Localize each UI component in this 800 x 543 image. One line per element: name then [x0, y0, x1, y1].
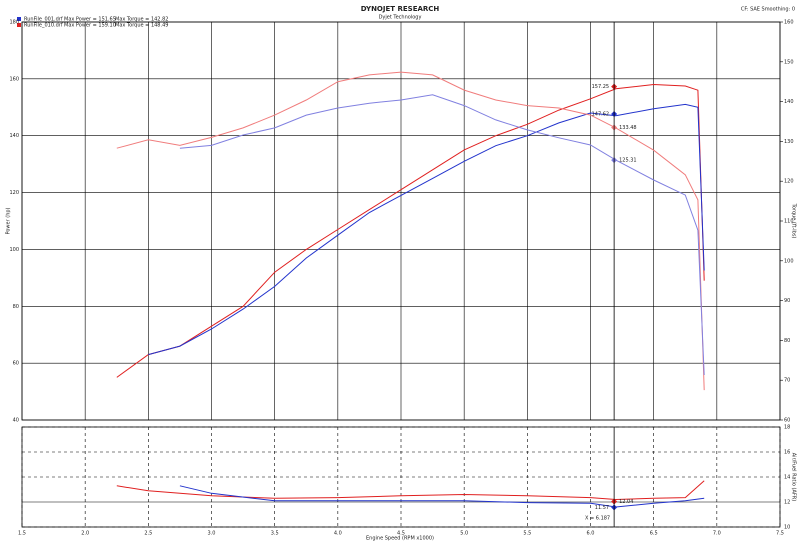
y2-tick-label: 80: [784, 338, 790, 344]
x-tick-label: 7.0: [713, 531, 721, 537]
series-line: [148, 103, 705, 356]
y2-tick-label: 130: [784, 139, 794, 145]
legend-name: RunFile_010.drf: [24, 23, 63, 29]
x-tick-label: 6.0: [587, 531, 595, 537]
chart-subtitle: Dyjet Technology: [379, 15, 422, 21]
legend-max-power: Max Power = 159.10: [64, 23, 116, 29]
x-tick-label: 7.5: [776, 531, 784, 537]
legend-max-torque: Max Torque = 142.82: [115, 17, 168, 23]
x-tick-label: 4.5: [397, 531, 405, 537]
y-tick-label: 140: [9, 133, 19, 139]
x-tick-label: 1.5: [18, 531, 26, 537]
y-tick-label: 160: [9, 76, 19, 82]
y2-axis-label: Torque (ft-lbs): [791, 203, 797, 239]
y2-tick-label: 120: [784, 179, 794, 185]
y2-tick-label: 140: [784, 99, 794, 105]
y2-tick-label: 100: [784, 258, 794, 264]
cursor-value: 11.57: [595, 505, 609, 511]
legend-name: RunFile_001.drf: [24, 17, 63, 23]
chart-title: DYNOJET RESEARCH: [361, 5, 440, 13]
y-tick-label: 40: [13, 418, 19, 424]
y2-tick-label: 110: [784, 219, 794, 225]
series-line: [116, 480, 705, 501]
y-tick-label: 180: [9, 20, 19, 26]
x-tick-label: 5.0: [460, 531, 468, 537]
y2-tick-label: 10: [784, 525, 790, 531]
x-tick-label: 4.0: [334, 531, 342, 537]
y2-tick-label: 160: [784, 20, 794, 26]
legend-max-torque: Max Torque = 148.49: [115, 23, 168, 29]
y2-tick-label: 70: [784, 378, 790, 384]
corner-note: CF: SAE Smoothing: 0: [741, 7, 795, 13]
y-axis-label: Power (hp): [6, 207, 12, 234]
series-line: [179, 94, 705, 376]
legend-swatch: [17, 17, 21, 21]
y2-tick-label: 90: [784, 298, 790, 304]
cursor-value: 147.62: [592, 112, 610, 118]
y-tick-label: 60: [13, 361, 19, 367]
y2-tick-label: 18: [784, 425, 790, 431]
cursor-label: X = 6.187: [585, 516, 610, 522]
y-tick-label: 80: [13, 304, 19, 310]
y-tick-label: 100: [9, 247, 19, 253]
x-tick-label: 2.5: [144, 531, 152, 537]
series-line: [179, 485, 705, 508]
x-axis-label: Engine Speed (RPM x1000): [366, 536, 434, 542]
cursor-value: 133.48: [619, 125, 637, 131]
x-tick-label: 3.5: [271, 531, 279, 537]
y2-tick-label: 12: [784, 500, 790, 506]
x-tick-label: 3.0: [208, 531, 216, 537]
cursor-value: 125.31: [619, 158, 637, 164]
cursor-value: 157.25: [592, 84, 610, 90]
x-tick-label: 5.5: [523, 531, 531, 537]
series-line: [116, 71, 705, 391]
y-tick-label: 120: [9, 190, 19, 196]
y2-tick-label: 16: [784, 450, 790, 456]
legend-max-power: Max Power = 151.65: [64, 17, 116, 23]
cursor-value: 12.04: [619, 499, 633, 505]
y2-tick-label: 14: [784, 475, 790, 481]
legend-swatch: [17, 23, 21, 27]
y2-tick-label: 150: [784, 59, 794, 65]
series-line: [116, 83, 705, 378]
y2-tick-label: 60: [784, 418, 790, 424]
x-tick-label: 6.5: [650, 531, 658, 537]
x-tick-label: 2.0: [81, 531, 89, 537]
afr-axis-label: Air/Fuel Ratio (AFR): [791, 453, 797, 502]
